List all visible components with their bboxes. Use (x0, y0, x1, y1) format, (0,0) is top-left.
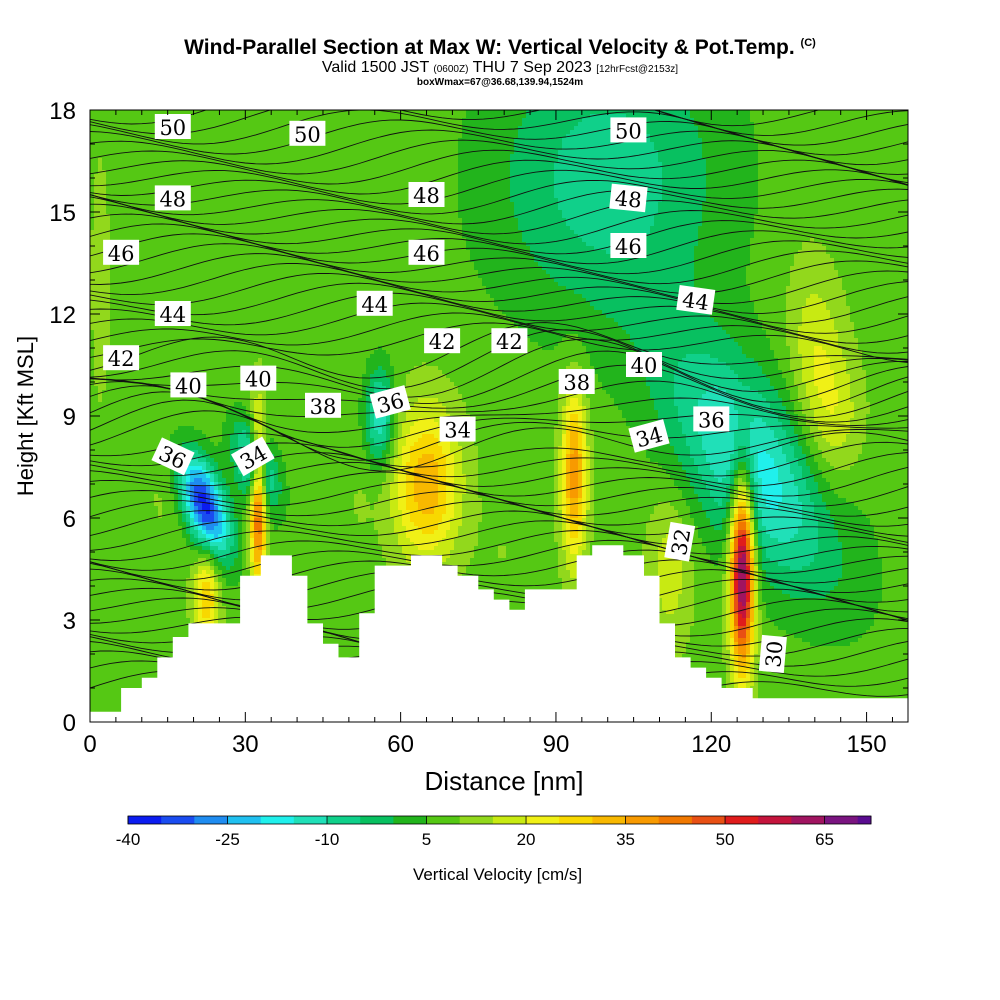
colorbar-swatch (825, 816, 859, 824)
colorbar-swatch (692, 816, 726, 824)
y-tick-label: 15 (49, 200, 76, 227)
colorbar-swatch (228, 816, 262, 824)
colorbar-swatch (791, 816, 825, 824)
y-axis-label: Height [Kft MSL] (13, 336, 38, 496)
isentrope-label-text: 42 (108, 347, 135, 371)
isentrope-label-text: 30 (761, 640, 787, 669)
colorbar-tick-label: 20 (517, 830, 536, 849)
isentrope-label: 40 (170, 372, 206, 398)
colorbar-swatch (327, 816, 361, 824)
x-axis-label: Distance [nm] (425, 766, 584, 796)
y-tick-label: 9 (63, 404, 76, 431)
colorbar-swatch (261, 816, 295, 824)
isentrope-label-text: 50 (294, 123, 321, 147)
isentrope-label: 46 (610, 233, 646, 259)
isentrope-label-text: 38 (563, 371, 590, 395)
isentrope-label: 50 (289, 121, 325, 147)
colorbar-swatch (858, 816, 872, 824)
isentrope-label-text: 48 (614, 186, 643, 213)
isentrope-label-text: 46 (413, 242, 440, 266)
isentrope-label-text: 40 (631, 354, 658, 378)
colorbar-swatch (592, 816, 626, 824)
isentrope-label: 48 (609, 184, 648, 214)
isentrope-label-text: 36 (698, 408, 725, 432)
colorbar-label: Vertical Velocity [cm/s] (413, 865, 582, 884)
colorbar-swatch (194, 816, 228, 824)
colorbar-tick-label: 5 (422, 830, 431, 849)
isentrope-label-text: 44 (681, 288, 711, 315)
colorbar-tick-label: -25 (215, 830, 240, 849)
isentrope-label-text: 42 (496, 330, 523, 354)
colorbar-swatch (294, 816, 328, 824)
isentrope-label: 44 (676, 285, 715, 316)
isentrope-label-text: 50 (615, 119, 642, 143)
isentrope-label-text: 48 (159, 187, 186, 211)
isentrope-label-text: 32 (667, 527, 695, 557)
isentrope-label: 44 (357, 291, 393, 317)
y-tick-label: 6 (63, 506, 76, 533)
colorbar-swatch (128, 816, 162, 824)
colorbar-swatch (460, 816, 494, 824)
isentrope-label: 40 (240, 366, 276, 392)
colorbar-swatch (493, 816, 527, 824)
colorbar-swatch (725, 816, 759, 824)
isentrope-label: 36 (693, 406, 729, 432)
isentrope-label: 38 (305, 393, 341, 419)
x-tick-label: 60 (387, 731, 414, 758)
isentrope-label: 46 (409, 240, 445, 266)
colorbar-swatch (526, 816, 560, 824)
colorbar-swatch (659, 816, 693, 824)
isentrope-label: 50 (155, 114, 191, 140)
isentrope-label: 34 (440, 417, 476, 443)
isentrope-label: 48 (155, 185, 191, 211)
isentrope-label-text: 40 (175, 374, 202, 398)
isentrope-label: 38 (559, 369, 595, 395)
isentrope-label-text: 34 (444, 419, 471, 443)
isentrope-label: 48 (409, 182, 445, 208)
isentrope-label-text: 42 (429, 330, 456, 354)
isentrope-label: 42 (424, 328, 460, 354)
colorbar-swatch (758, 816, 792, 824)
colorbar-tick-label: -10 (315, 830, 340, 849)
colorbar-swatch (559, 816, 593, 824)
colorbar-swatch (360, 816, 394, 824)
isentrope-label-text: 50 (159, 116, 186, 140)
isentrope-label-text: 46 (615, 235, 642, 259)
isentrope-label: 40 (626, 352, 662, 378)
isentrope-label-text: 46 (108, 242, 135, 266)
isentrope-label-text: 44 (361, 293, 388, 317)
y-tick-label: 3 (63, 608, 76, 635)
colorbar-swatch (427, 816, 461, 824)
colorbar-tick-label: 35 (616, 830, 635, 849)
colorbar: -40 -25 -10 5 20 35 50 65 Vertical Velocity [cm/… (116, 816, 872, 884)
isentrope-label: 30 (759, 635, 788, 673)
isentrope-label: 50 (610, 117, 646, 143)
x-tick-label: 30 (232, 731, 259, 758)
isentrope-label-text: 38 (310, 395, 337, 419)
x-tick-label: 0 (83, 731, 96, 758)
y-tick-label: 18 (49, 98, 76, 125)
colorbar-tick-label: 65 (815, 830, 834, 849)
x-tick-label: 90 (543, 731, 570, 758)
colorbar-swatch (626, 816, 660, 824)
y-tick-label: 12 (49, 302, 76, 329)
isentrope-label: 44 (155, 301, 191, 327)
isentrope-label-text: 48 (413, 184, 440, 208)
x-tick-label: 150 (847, 731, 887, 758)
isentrope-label-text: 44 (159, 303, 186, 327)
colorbar-swatch (161, 816, 195, 824)
isentrope-label: 42 (491, 328, 527, 354)
y-tick-label: 0 (63, 710, 76, 737)
isentrope-label-text: 40 (245, 368, 272, 392)
colorbar-swatch (393, 816, 427, 824)
isentrope-label: 46 (103, 240, 139, 266)
isentrope-label: 42 (103, 345, 139, 371)
colorbar-tick-label: -40 (116, 830, 141, 849)
colorbar-tick-label: 50 (716, 830, 735, 849)
x-tick-label: 120 (691, 731, 731, 758)
